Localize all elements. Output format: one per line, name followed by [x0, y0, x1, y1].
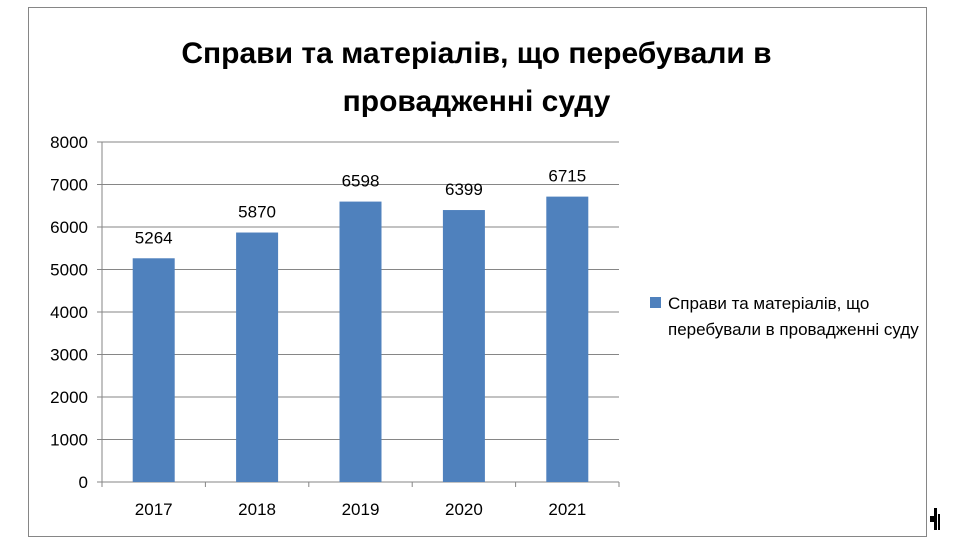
chart-title: Справи та матеріалів, що перебували в пр… [0, 30, 953, 126]
bar [236, 232, 279, 482]
x-tick-label: 2020 [445, 500, 483, 519]
y-tick-label: 3000 [50, 346, 88, 365]
data-label: 5870 [238, 203, 276, 222]
legend-swatch [650, 297, 661, 308]
x-tick-label: 2018 [238, 500, 276, 519]
y-tick-label: 6000 [50, 218, 88, 237]
data-label: 6399 [445, 180, 483, 199]
y-tick-label: 0 [79, 473, 88, 492]
data-label: 5264 [135, 228, 173, 247]
x-tick-label: 2017 [135, 500, 173, 519]
y-tick-label: 1000 [50, 431, 88, 450]
legend-label: Справи та матеріалів, що перебували в пр… [668, 294, 919, 339]
y-tick-label: 2000 [50, 388, 88, 407]
bar [339, 201, 382, 482]
data-label: 6715 [548, 167, 586, 186]
chart-title-line-1: Справи та матеріалів, що перебували в [181, 37, 772, 70]
bar [442, 210, 485, 483]
y-tick-label: 7000 [50, 176, 88, 195]
x-tick-label: 2021 [548, 500, 586, 519]
y-tick-label: 5000 [50, 261, 88, 280]
y-tick-label: 8000 [50, 133, 88, 152]
bar [132, 258, 175, 482]
y-tick-label: 4000 [50, 303, 88, 322]
corner-marker [930, 508, 940, 530]
x-tick-label: 2019 [342, 500, 380, 519]
data-label: 6598 [342, 172, 380, 191]
chart-title-line-2: провадженні суду [342, 85, 611, 118]
bar [546, 196, 589, 483]
